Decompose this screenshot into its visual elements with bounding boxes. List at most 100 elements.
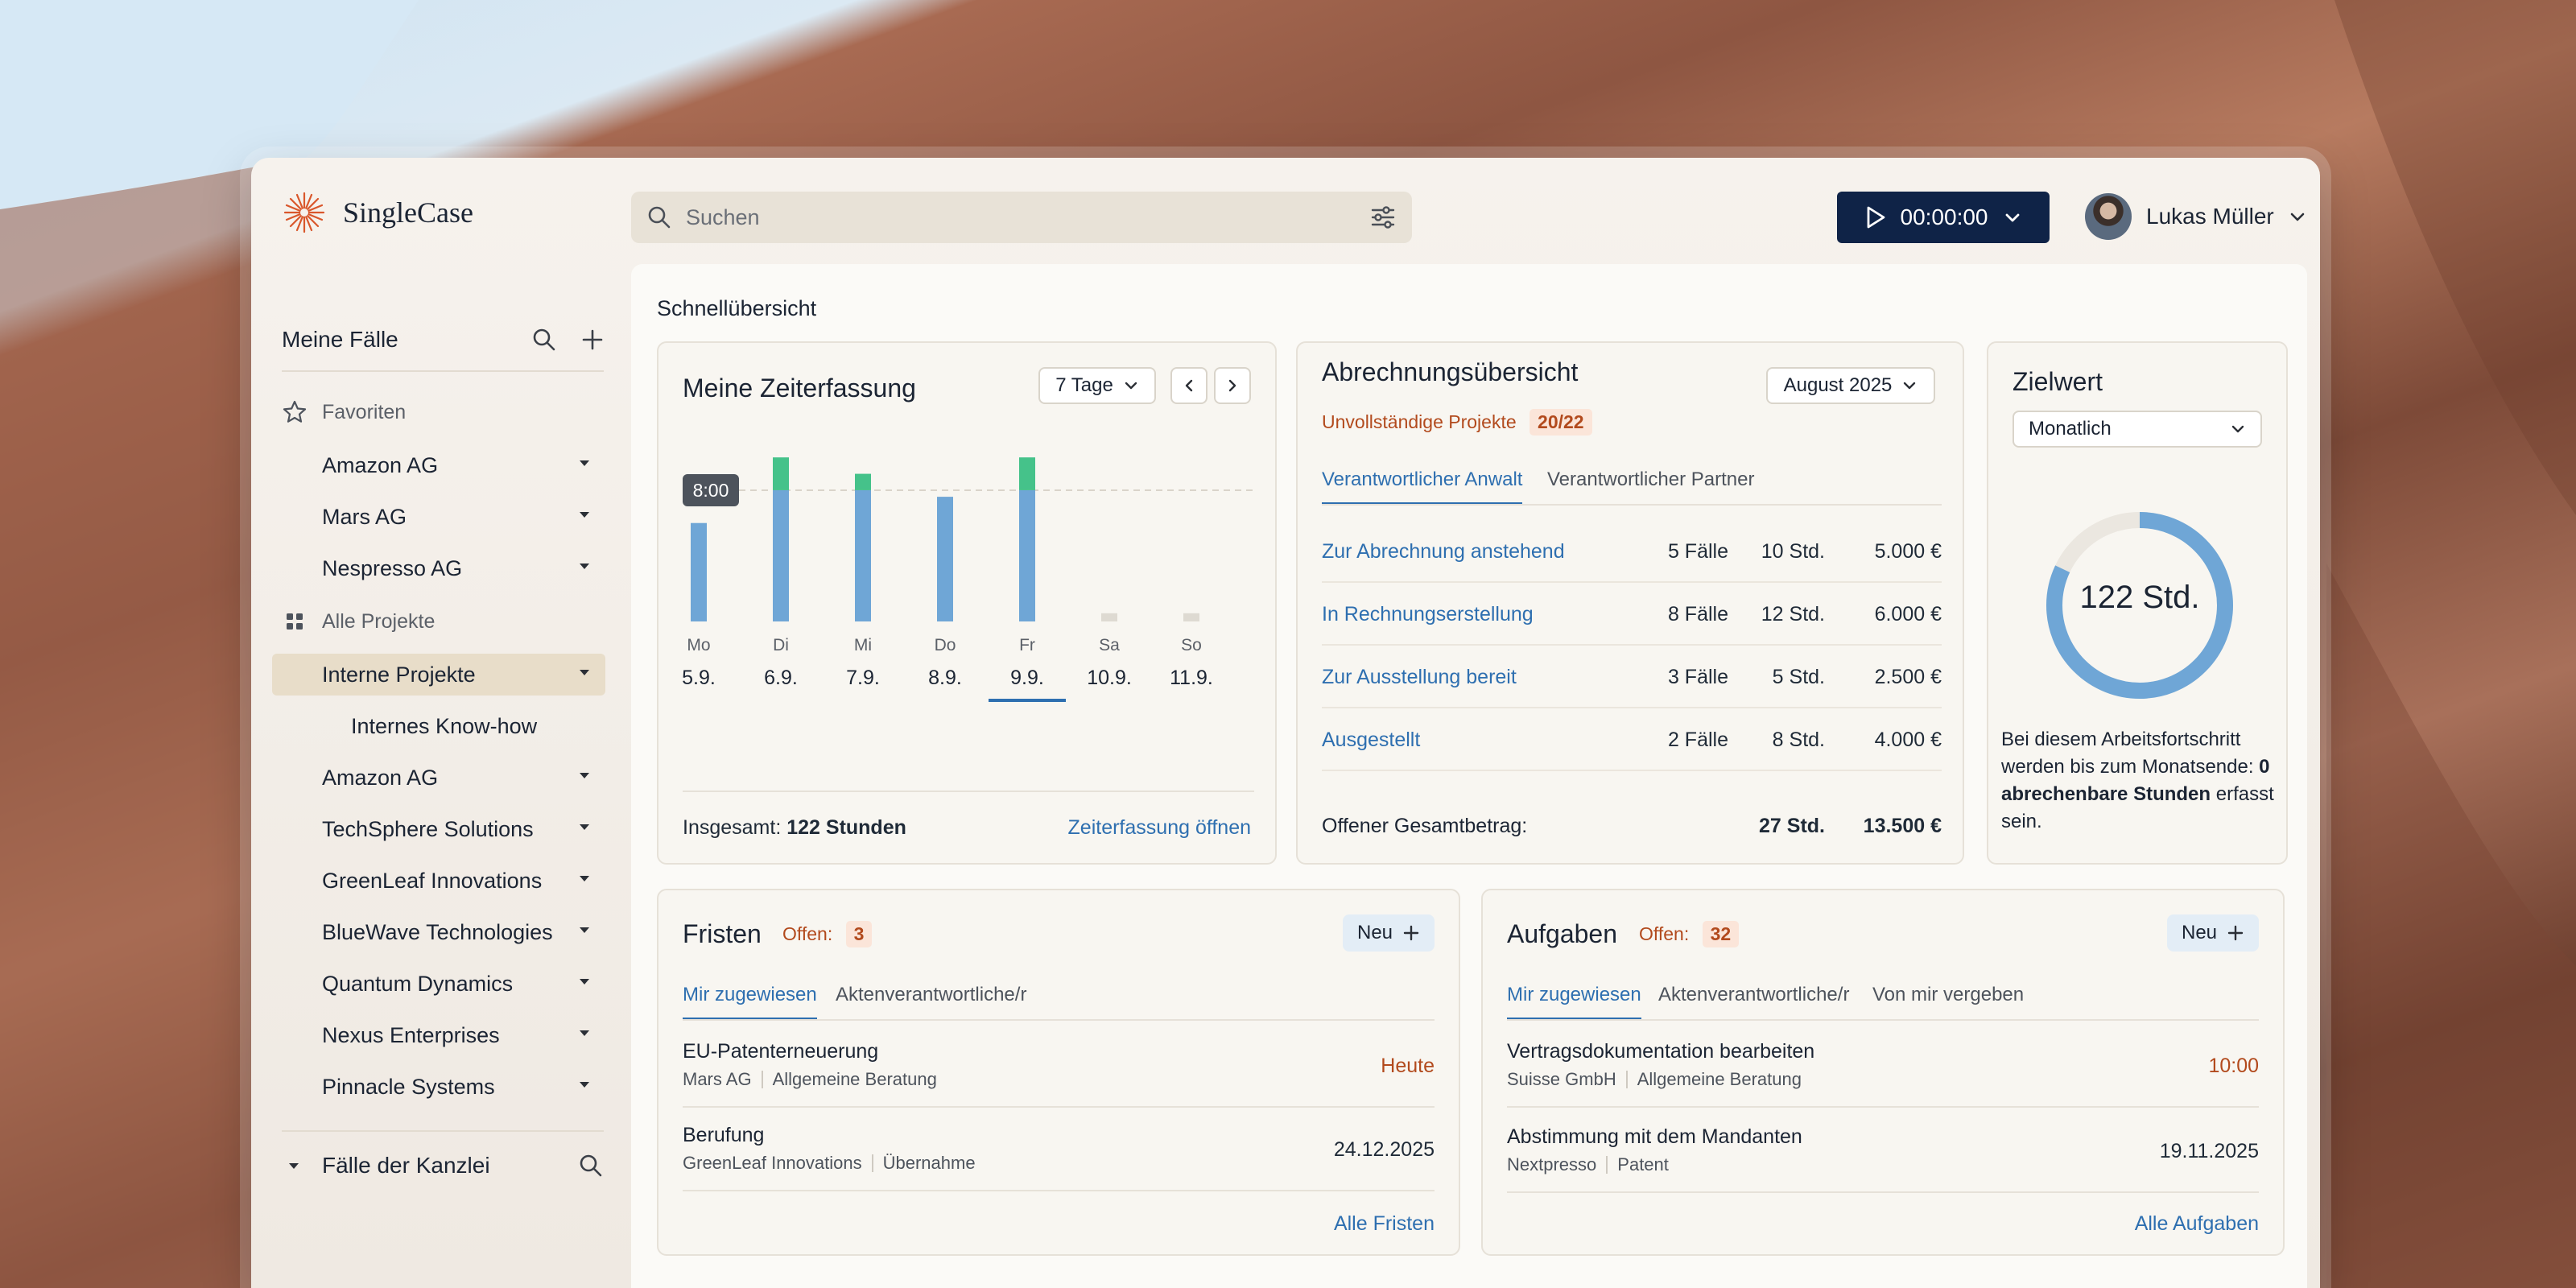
caret-down-icon[interactable]: [580, 670, 589, 675]
open-time-tracking-link[interactable]: Zeiterfassung öffnen: [1067, 816, 1251, 839]
period-select[interactable]: Monatlich: [2013, 411, 2262, 448]
sidebar-item-project[interactable]: TechSphere Solutions: [272, 808, 605, 850]
card-title: Fristen: [683, 919, 762, 948]
sidebar-item-favorite[interactable]: Amazon AG: [272, 444, 605, 486]
grid-icon: [287, 613, 303, 630]
sidebar-item-label: Interne Projekte: [322, 662, 476, 687]
month-value: August 2025: [1783, 374, 1893, 396]
next-week-button[interactable]: [1214, 367, 1251, 404]
card-title: Aufgaben: [1507, 919, 1618, 948]
row-label[interactable]: Ausgestellt: [1322, 728, 1421, 751]
new-task-button[interactable]: Neu: [2167, 914, 2259, 952]
sidebar-item-project[interactable]: Amazon AG: [272, 757, 605, 799]
sidebar-divider: [282, 370, 604, 372]
range-select[interactable]: 7 Tage: [1038, 367, 1156, 404]
chevron-down-icon: [2290, 213, 2305, 221]
sidebar-item-project[interactable]: GreenLeaf Innovations: [272, 860, 605, 902]
row-label[interactable]: In Rechnungserstellung: [1322, 602, 1534, 625]
caret-down-icon[interactable]: [580, 1030, 589, 1036]
task-title[interactable]: Vertragsdokumentation bearbeiten: [1507, 1040, 1815, 1063]
month-select[interactable]: August 2025: [1766, 367, 1935, 404]
sidebar-item-interne-projekte[interactable]: Interne Projekte: [272, 654, 605, 696]
deadline-client: Mars AG: [683, 1069, 752, 1089]
filter-sliders-icon[interactable]: [1370, 205, 1396, 229]
row-hours: 10 Std.: [1761, 539, 1825, 563]
sidebar: Meine Fälle Favoriten Amazon AG Mars AG …: [251, 279, 631, 1288]
chevron-left-icon: [1185, 379, 1193, 392]
tab-responsible-lawyer[interactable]: Verantwortlicher Anwalt: [1322, 469, 1523, 506]
tab-file-responsible[interactable]: Aktenverantwortliche/r: [1658, 984, 1850, 1005]
deadline-meta: Mars AG Allgemeine Beratung: [683, 1069, 937, 1090]
time-tracker-button[interactable]: 00:00:00: [1837, 192, 2050, 243]
caret-down-icon[interactable]: [580, 512, 589, 518]
table-row[interactable]: Zur Abrechnung anstehend 5 Fälle 10 Std.…: [1322, 522, 1942, 583]
table-row[interactable]: Ausgestellt 2 Fälle 8 Std. 4.000 €: [1322, 710, 1942, 771]
tab-file-responsible[interactable]: Aktenverantwortliche/r: [836, 984, 1027, 1005]
task-meta: Suisse GmbH Allgemeine Beratung: [1507, 1069, 1802, 1090]
row-amount: 6.000 €: [1874, 602, 1942, 625]
caret-down-icon[interactable]: [580, 773, 589, 778]
sidebar-footer-label: Fälle der Kanzlei: [322, 1153, 490, 1178]
open-count-badge: 32: [1702, 921, 1740, 947]
tab-assigned-by-me[interactable]: Von mir vergeben: [1872, 984, 2025, 1005]
caret-down-icon[interactable]: [580, 564, 589, 569]
sidebar-item-internes-know-how[interactable]: Internes Know-how: [272, 705, 605, 747]
tab-responsible-partner[interactable]: Verantwortlicher Partner: [1547, 469, 1755, 490]
card-title: Zielwert: [2013, 367, 2103, 396]
row-label[interactable]: Zur Ausstellung bereit: [1322, 665, 1517, 688]
all-tasks-link[interactable]: Alle Aufgaben: [2134, 1212, 2259, 1235]
sidebar-item-favorite[interactable]: Nespresso AG: [272, 547, 605, 589]
tab-assigned-to-me[interactable]: Mir zugewiesen: [683, 984, 817, 1021]
total-value: 122 Stunden: [786, 816, 906, 839]
caret-down-icon[interactable]: [580, 927, 589, 933]
sidebar-item-project[interactable]: Pinnacle Systems: [272, 1066, 605, 1108]
deadline-title[interactable]: Berufung: [683, 1124, 765, 1146]
period-value: Monatlich: [2029, 418, 2112, 440]
user-menu[interactable]: Lukas Müller: [2085, 193, 2306, 240]
caret-down-icon[interactable]: [282, 1158, 306, 1174]
caret-down-icon[interactable]: [580, 979, 589, 985]
user-name: Lukas Müller: [2146, 204, 2274, 229]
bar-hours: [1101, 613, 1117, 621]
caret-down-icon[interactable]: [580, 824, 589, 830]
target-progress-ring: [2046, 512, 2233, 699]
date-label: 7.9.: [846, 667, 880, 689]
sidebar-item-favorite[interactable]: Mars AG: [272, 496, 605, 538]
incomplete-projects[interactable]: Unvollständige Projekte 20/22: [1322, 409, 1592, 436]
new-deadline-button[interactable]: Neu: [1343, 914, 1435, 952]
caret-down-icon[interactable]: [580, 1082, 589, 1088]
table-row[interactable]: In Rechnungserstellung 8 Fälle 12 Std. 6…: [1322, 584, 1942, 646]
caret-down-icon[interactable]: [580, 876, 589, 881]
table-row[interactable]: Zur Ausstellung bereit 3 Fälle 5 Std. 2.…: [1322, 647, 1942, 708]
target-label-bg: [683, 473, 739, 506]
previous-week-button[interactable]: [1170, 367, 1208, 404]
open-tasks: Offen: 32: [1639, 921, 1740, 947]
card-divider: [683, 791, 1254, 792]
search-icon[interactable]: [531, 327, 557, 353]
sidebar-item-project[interactable]: BlueWave Technologies: [272, 911, 605, 953]
chevron-down-icon[interactable]: [2003, 208, 2022, 227]
sidebar-item-label: Internes Know-how: [351, 713, 538, 738]
tab-assigned-to-me[interactable]: Mir zugewiesen: [1507, 984, 1641, 1021]
deadline-title[interactable]: EU-Patenterneuerung: [683, 1040, 879, 1063]
sidebar-divider: [282, 1130, 604, 1132]
date-label: 9.9.: [1010, 667, 1044, 689]
sidebar-item-project[interactable]: Quantum Dynamics: [272, 963, 605, 1005]
task-title[interactable]: Abstimmung mit dem Mandanten: [1507, 1125, 1802, 1148]
bar-hours: [1183, 613, 1199, 621]
projects-section-header: Alle Projekte: [282, 609, 435, 634]
search-icon[interactable]: [578, 1153, 604, 1179]
projects-label: Alle Projekte: [322, 609, 436, 633]
list-divider: [683, 1190, 1435, 1191]
app-logo[interactable]: SingleCase: [282, 190, 473, 235]
search-input[interactable]: Suchen: [631, 192, 1412, 243]
sidebar-item-project[interactable]: Nexus Enterprises: [272, 1014, 605, 1056]
plus-icon[interactable]: [581, 328, 604, 351]
deadline-matter: Übernahme: [882, 1153, 976, 1173]
target-text: Bei diesem Arbeitsfortschritt werden bis…: [2001, 729, 2254, 778]
row-label[interactable]: Zur Abrechnung anstehend: [1322, 539, 1565, 563]
task-meta: Nextpresso Patent: [1507, 1154, 1669, 1175]
all-deadlines-link[interactable]: Alle Fristen: [1333, 1212, 1435, 1235]
caret-down-icon[interactable]: [580, 460, 589, 466]
sidebar-item-kanzlei[interactable]: Fälle der Kanzlei: [282, 1153, 604, 1179]
